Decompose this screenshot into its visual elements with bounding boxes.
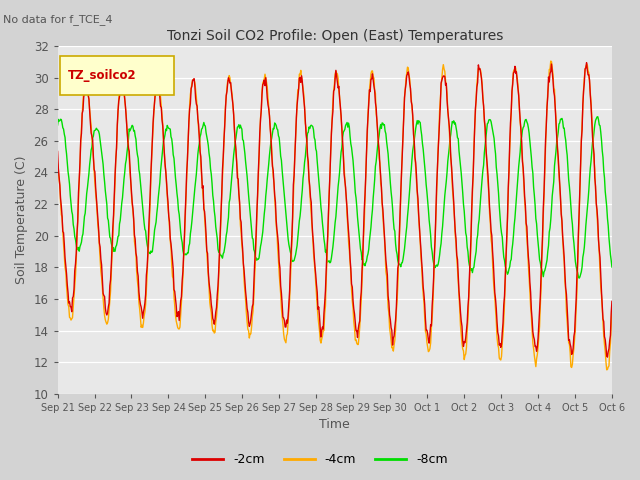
- X-axis label: Time: Time: [319, 419, 350, 432]
- Title: Tonzi Soil CO2 Profile: Open (East) Temperatures: Tonzi Soil CO2 Profile: Open (East) Temp…: [166, 29, 503, 43]
- Text: No data for f_TCE_4: No data for f_TCE_4: [3, 14, 113, 25]
- Y-axis label: Soil Temperature (C): Soil Temperature (C): [15, 156, 28, 284]
- Legend: -2cm, -4cm, -8cm: -2cm, -4cm, -8cm: [187, 448, 453, 471]
- Text: TZ_soilco2: TZ_soilco2: [68, 69, 136, 82]
- FancyBboxPatch shape: [60, 56, 174, 95]
